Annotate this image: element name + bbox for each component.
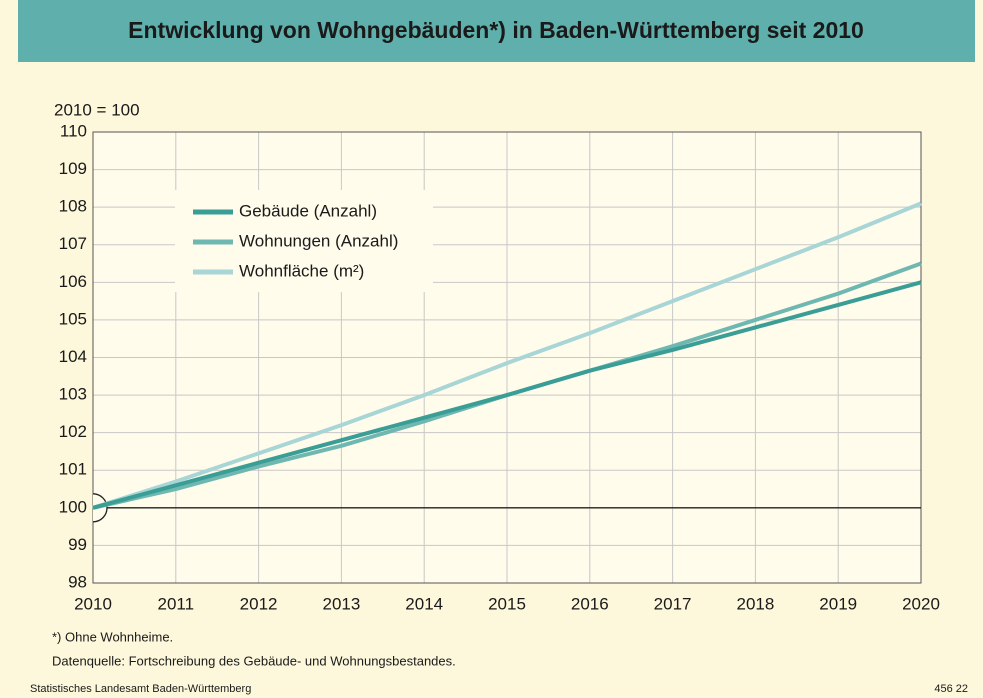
legend-label: Gebäude (Anzahl) (239, 201, 377, 220)
series-line (92, 201, 922, 510)
chart-code: 456 22 (934, 683, 968, 695)
y-tick-label: 99 (68, 535, 87, 554)
y-tick-label: 102 (59, 422, 87, 441)
x-tick-label: 2019 (819, 594, 857, 613)
plot-frame (92, 131, 922, 584)
y-tick-label: 108 (59, 197, 87, 216)
y-tick-label: 109 (59, 159, 87, 178)
legend-label: Wohnungen (Anzahl) (239, 231, 398, 250)
x-tick-label: 2010 (74, 594, 112, 613)
source: Datenquelle: Fortschreibung des Gebäude-… (52, 653, 456, 668)
chart-title: Entwicklung von Wohngebäuden*) in Baden-… (128, 17, 864, 43)
y-tick-label: 106 (59, 272, 87, 291)
y-axis-label: 2010 = 100 (54, 100, 140, 119)
y-tick-label: 98 (68, 572, 87, 591)
x-tick-label: 2020 (902, 594, 940, 613)
y-tick-label: 105 (59, 309, 87, 328)
x-tick-label: 2017 (654, 594, 692, 613)
x-tick-label: 2018 (736, 594, 774, 613)
x-tick-label: 2012 (240, 594, 278, 613)
y-tick-label: 107 (59, 234, 87, 253)
x-tick-label: 2014 (405, 594, 443, 613)
publisher: Statistisches Landesamt Baden-Württember… (30, 683, 251, 695)
x-tick-label: 2013 (322, 594, 360, 613)
y-tick-label: 100 (59, 497, 87, 516)
footnote: *) Ohne Wohnheime. (52, 629, 173, 644)
y-tick-label: 110 (60, 121, 87, 140)
x-tick-label: 2011 (158, 594, 195, 613)
y-tick-label: 101 (59, 460, 87, 479)
y-tick-label: 104 (59, 347, 87, 366)
title-bar (18, 0, 975, 62)
x-tick-label: 2016 (571, 594, 609, 613)
series-line (92, 280, 922, 510)
x-tick-label: 2015 (488, 594, 526, 613)
legend-label: Wohnfläche (m²) (239, 261, 364, 280)
y-tick-label: 103 (59, 385, 87, 404)
